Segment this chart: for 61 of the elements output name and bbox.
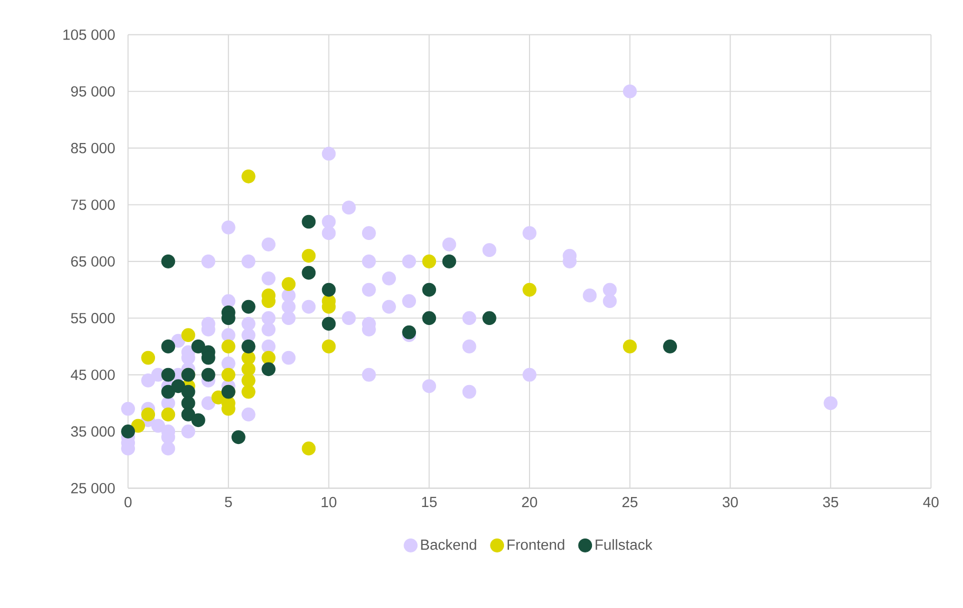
point [302,248,316,263]
x-tick-label: 0 [124,496,132,508]
point [232,430,246,444]
y-tick-label: 55 000 [71,312,115,324]
y-tick-label: 25 000 [71,482,115,494]
x-tick-label: 30 [722,496,738,508]
point [221,368,236,382]
point [161,384,176,399]
point [302,441,316,456]
point [262,362,276,376]
x-tick-label: 40 [923,496,939,508]
point [242,373,256,388]
point [282,277,296,291]
y-tick-label: 105 000 [63,29,115,40]
point [482,311,496,325]
point [181,384,196,399]
point [322,316,336,331]
point [422,311,436,325]
point [402,325,416,340]
y-tick-label: 45 000 [70,370,115,380]
point [141,350,156,365]
point [242,362,256,376]
x-tick-label: 35 [823,496,838,508]
y-tick-label: 35 000 [71,426,115,437]
point [422,282,436,297]
point [181,396,196,410]
x-tick-label: 20 [522,496,538,508]
legend-label: Frontend [508,539,564,550]
point [171,379,186,393]
y-tick-label: 85 000 [71,142,115,154]
point [302,214,316,229]
point [191,339,206,354]
x-tick-label: 15 [422,496,437,508]
point [522,282,536,297]
point [221,339,236,354]
point [622,339,637,354]
point [242,169,256,184]
point [161,339,176,354]
x-tick-label: 10 [322,496,336,508]
point [242,384,256,399]
point [181,328,196,342]
y-tick-label: 75 000 [71,199,115,210]
point [322,339,336,354]
point [242,339,256,354]
point [262,350,276,365]
point [663,339,677,354]
legend-label: Backend [421,539,476,550]
point [131,418,146,433]
y-tick-label: 65 000 [71,256,115,267]
point [322,282,336,297]
point [442,254,456,268]
point [422,254,436,268]
point [191,413,206,427]
legend-label: Fullstack [596,539,652,550]
point [302,266,316,280]
point [242,300,256,314]
point [161,254,176,268]
point [181,407,196,422]
y-tick-label: 95 000 [71,86,115,96]
x-tick-label: 25 [622,496,638,508]
x-tick-label: 5 [224,496,232,508]
